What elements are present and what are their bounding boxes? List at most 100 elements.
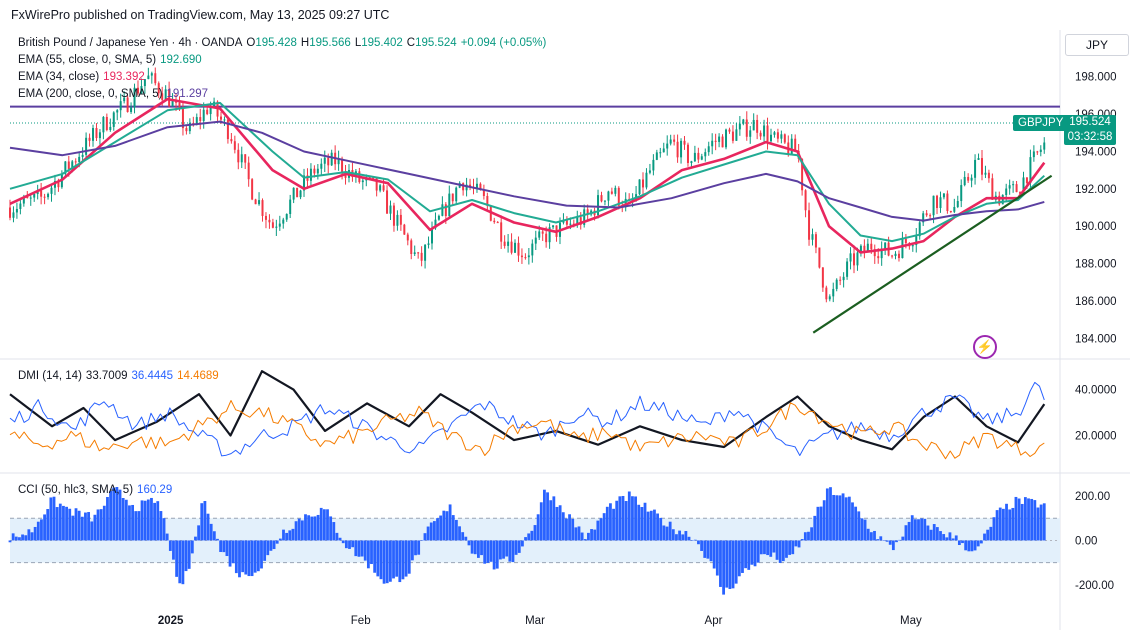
candle-body [821, 267, 824, 288]
cci-bar [646, 511, 650, 541]
candle-body [403, 224, 406, 235]
lightning-icon[interactable]: ⚡ [973, 335, 997, 359]
cci-bar [590, 529, 593, 541]
candle-body [510, 241, 513, 253]
candle-body [92, 128, 95, 141]
cci-bar [942, 534, 946, 541]
candle-body [264, 215, 267, 220]
cci-bar [631, 496, 634, 541]
ema55-legend[interactable]: EMA (55, close, 0, SMA, 5) 192.690 [18, 54, 206, 66]
cci-bar [819, 506, 823, 541]
candle-body [939, 197, 942, 209]
candle-body [846, 261, 849, 277]
cci-bar [87, 512, 90, 541]
cci-bar [605, 506, 609, 541]
cci-bar [561, 512, 565, 541]
cci-bar [599, 518, 603, 541]
cci-bar [678, 530, 681, 541]
cci-bar [602, 513, 606, 541]
ema34-legend[interactable]: EMA (34, close) 193.392 [18, 71, 149, 83]
close-label: C [406, 37, 416, 49]
candle-body [330, 152, 333, 166]
cci-bar [753, 540, 757, 567]
candle-body [725, 129, 728, 148]
cci-bar [489, 540, 493, 562]
candle-body [922, 213, 925, 223]
candle-body [769, 134, 772, 142]
candle-body [168, 89, 171, 107]
cci-bar [432, 521, 436, 541]
cci-bar [476, 540, 480, 558]
cci-bar [785, 540, 788, 558]
currency-label[interactable]: JPY [1065, 34, 1129, 56]
cci-bar [175, 540, 179, 577]
ema200-label: EMA (200, close, 0, SMA, 5) [18, 88, 163, 100]
candle-body [541, 231, 544, 234]
candle-body [624, 198, 627, 208]
candle-body [33, 194, 36, 198]
cci-bar [102, 505, 106, 541]
dmi-legend[interactable]: DMI (14, 14) 33.7009 36.4445 14.4689 [18, 370, 223, 382]
candle-body [12, 212, 15, 218]
cci-bar [583, 539, 587, 541]
cci-bar [687, 536, 691, 541]
candle-body [1001, 195, 1004, 205]
cci-bar [854, 506, 858, 541]
symbol-title[interactable]: British Pound / Japanese Yen · 4h · OAND… [18, 37, 243, 49]
cci-bar [332, 522, 336, 541]
cci-bar [634, 496, 637, 541]
cci-bar [212, 531, 216, 541]
candle-body [140, 86, 143, 94]
candle-body [427, 243, 430, 245]
candle-body [57, 181, 60, 188]
cci-bar [335, 532, 339, 541]
cci-bar [216, 538, 219, 541]
cci-bar [511, 540, 515, 563]
cci-bar [14, 536, 18, 541]
cci-bar [373, 540, 377, 573]
candle-body [704, 152, 707, 157]
cci-legend[interactable]: CCI (50, hlc3, SMA, 5) 160.29 [18, 484, 176, 496]
dmi-tick-label: 20.0000 [1075, 431, 1117, 443]
candle-body [946, 193, 949, 212]
cci-bar [294, 521, 298, 541]
candle-body [507, 241, 510, 246]
cci-bar [891, 540, 895, 551]
last-price-label: 195.524 03:32:58 [1064, 115, 1116, 145]
price-tick-label: 188.000 [1075, 259, 1117, 271]
cci-bar [668, 521, 672, 541]
candle-body [673, 139, 676, 142]
ema200-legend[interactable]: EMA (200, close, 0, SMA, 5) 191.297 [18, 88, 212, 100]
candle-body [531, 243, 534, 256]
cci-bar [527, 533, 531, 541]
candle-body [662, 148, 665, 153]
candle-body [282, 219, 285, 224]
cci-bar [376, 540, 380, 577]
cci-bar [725, 540, 729, 588]
cci-bar [168, 540, 172, 551]
cci-bar [800, 539, 804, 541]
candle-body [680, 140, 683, 158]
cci-bar [1033, 500, 1037, 541]
candle-body [524, 257, 527, 259]
candle-body [884, 242, 887, 249]
candle-body [496, 222, 499, 224]
candle-body [88, 137, 91, 141]
candle-body [752, 119, 755, 131]
open-label: O [246, 37, 256, 49]
candle-body [998, 195, 1001, 205]
candle-body [109, 126, 112, 131]
cci-bar [429, 522, 433, 541]
cci-bar [128, 505, 131, 541]
cci-bar [744, 540, 748, 569]
cci-bar [222, 540, 226, 553]
candle-body [514, 242, 517, 253]
cci-bar [574, 527, 578, 541]
cci-bar [681, 534, 685, 541]
cci-bar [385, 540, 389, 584]
cci-bar [907, 521, 911, 541]
candle-body [600, 195, 603, 202]
candle-body [901, 238, 904, 259]
cci-bar [747, 540, 751, 570]
